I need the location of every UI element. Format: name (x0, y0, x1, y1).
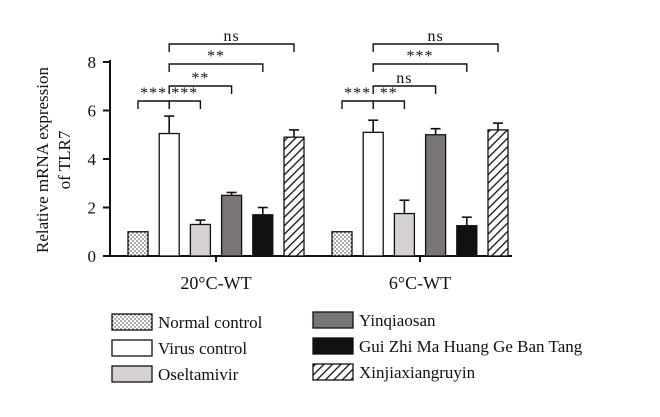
bar (158, 132, 180, 257)
x-category-label: 6°C-WT (389, 273, 451, 293)
legend-label: Oseltamivir (158, 365, 239, 384)
bar (424, 134, 447, 257)
significance-bracket (341, 100, 374, 109)
significance-label: *** (140, 85, 167, 102)
significance-bracket (168, 85, 233, 94)
legend-swatch (312, 311, 354, 329)
bar (127, 231, 149, 257)
bar (252, 214, 274, 257)
bar (362, 131, 384, 257)
significance-bracket (168, 63, 264, 72)
y-tick-label: 4 (88, 150, 97, 169)
significance-label: ns (396, 70, 412, 87)
significance-bracket (168, 100, 202, 109)
significance-label: ** (191, 70, 209, 87)
y-tick-label: 6 (88, 102, 97, 121)
bars-group (127, 129, 509, 257)
legend-label: Gui Zhi Ma Huang Ge Ban Tang (359, 337, 583, 356)
legend-label: Virus control (158, 339, 247, 358)
bar (393, 212, 416, 257)
significance-label: *** (344, 85, 371, 102)
y-axis-label: Relative mRNA expression of TLR7 (33, 66, 74, 253)
significance-label: *** (407, 48, 434, 65)
significance-label: *** (171, 85, 198, 102)
significance-bracket (372, 100, 406, 109)
significance-bracket (372, 85, 437, 94)
significance-group: *** *******ns*** **ns***ns (137, 28, 499, 109)
legend-swatch (111, 339, 153, 357)
significance-bracket (137, 100, 170, 109)
bar (487, 129, 509, 257)
legend-label: Normal control (158, 313, 263, 332)
legend-swatch (111, 313, 153, 331)
x-category-label: 20°C-WT (180, 273, 251, 293)
significance-label: ** (207, 48, 225, 65)
significance-bracket (372, 43, 499, 52)
significance-label: ns (427, 28, 443, 45)
legend-label: Yinqiaosan (359, 311, 436, 330)
error-bars-group (164, 115, 503, 226)
bar (283, 136, 305, 257)
bar (220, 194, 243, 257)
y-tick-label: 0 (88, 247, 97, 266)
y-tick-label: 2 (88, 199, 97, 218)
significance-bracket (168, 43, 295, 52)
legend: Normal control Virus control Oseltamivir Yi… (111, 311, 583, 384)
legend-swatch (111, 365, 153, 383)
legend-label: Xinjiaxiangruyin (359, 363, 476, 382)
bar (331, 231, 353, 257)
bar (456, 225, 478, 257)
y-tick-label: 8 (88, 53, 97, 72)
bar (189, 223, 212, 257)
significance-bracket (372, 63, 468, 72)
significance-label: ** (380, 85, 398, 102)
legend-swatch (312, 337, 354, 355)
significance-label: ns (223, 28, 239, 45)
legend-swatch (312, 363, 354, 381)
